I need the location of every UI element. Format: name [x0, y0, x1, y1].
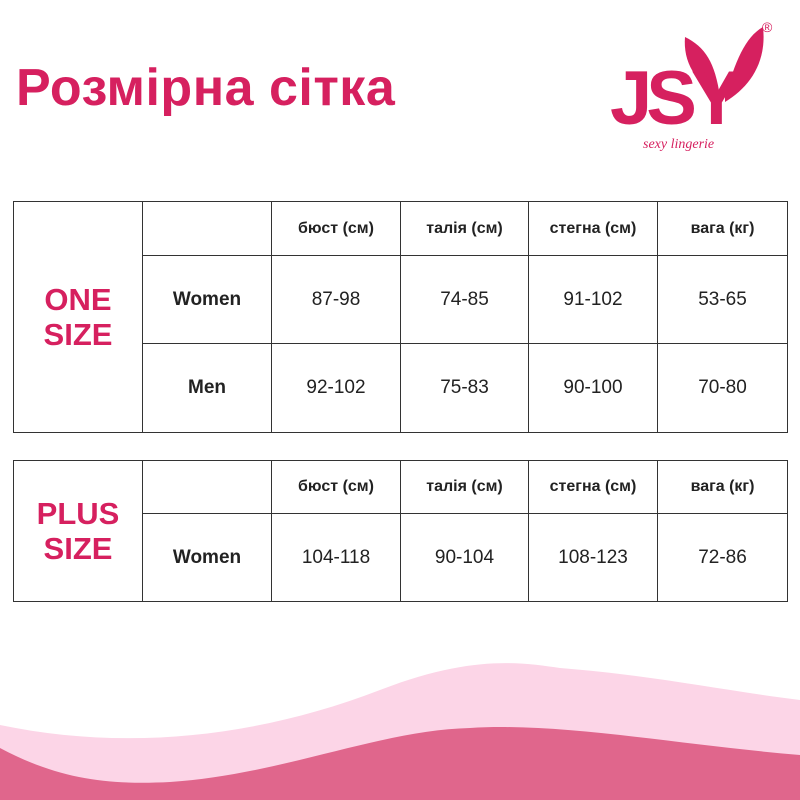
col-header: стегна (см) — [528, 460, 658, 514]
logo-letters: JSY — [610, 56, 741, 141]
cell: 74-85 — [400, 255, 529, 344]
col-header: стегна (см) — [528, 201, 658, 256]
cell: 104-118 — [271, 513, 401, 602]
empty-header — [142, 201, 272, 256]
cell: 75-83 — [400, 343, 529, 433]
cell: 70-80 — [657, 343, 788, 433]
col-header: вага (кг) — [657, 460, 788, 514]
table-row: Women 104-118 90-104 108-123 72-86 — [14, 513, 788, 602]
plus-size-table: PLUS SIZE бюст (см) талія (см) стегна (см… — [13, 460, 788, 602]
col-header: талія (см) — [400, 460, 529, 514]
page-title: Розмірна сітка — [16, 59, 396, 117]
one-size-table: ONE SIZE бюст (см) талія (см) стегна (см)… — [13, 201, 788, 433]
cell: 72-86 — [657, 513, 788, 602]
wave-dark — [0, 727, 800, 800]
cell: 91-102 — [528, 255, 658, 344]
empty-header — [142, 460, 272, 514]
col-header: бюст (см) — [271, 460, 401, 514]
cell: 53-65 — [657, 255, 788, 344]
table-row: Men 92-102 75-83 90-100 70-80 — [14, 343, 788, 433]
col-header: талія (см) — [400, 201, 529, 256]
cell: 90-104 — [400, 513, 529, 602]
col-header: вага (кг) — [657, 201, 788, 256]
cell: 108-123 — [528, 513, 658, 602]
cell: 92-102 — [271, 343, 401, 433]
decorative-wave — [0, 663, 800, 800]
logo-tagline: sexy lingerie — [643, 137, 714, 152]
col-header: бюст (см) — [271, 201, 401, 256]
cell: 87-98 — [271, 255, 401, 344]
table-row: Women 87-98 74-85 91-102 53-65 — [14, 255, 788, 344]
registered-mark: ® — [762, 19, 773, 35]
jsy-logo: ® JSY sexy lingerie — [610, 19, 773, 152]
cell: 90-100 — [528, 343, 658, 433]
group-label: ONE SIZE — [13, 201, 143, 433]
row-label: Women — [142, 513, 272, 602]
row-label: Women — [142, 255, 272, 344]
group-label: PLUS SIZE — [13, 460, 143, 602]
row-label: Men — [142, 343, 272, 433]
